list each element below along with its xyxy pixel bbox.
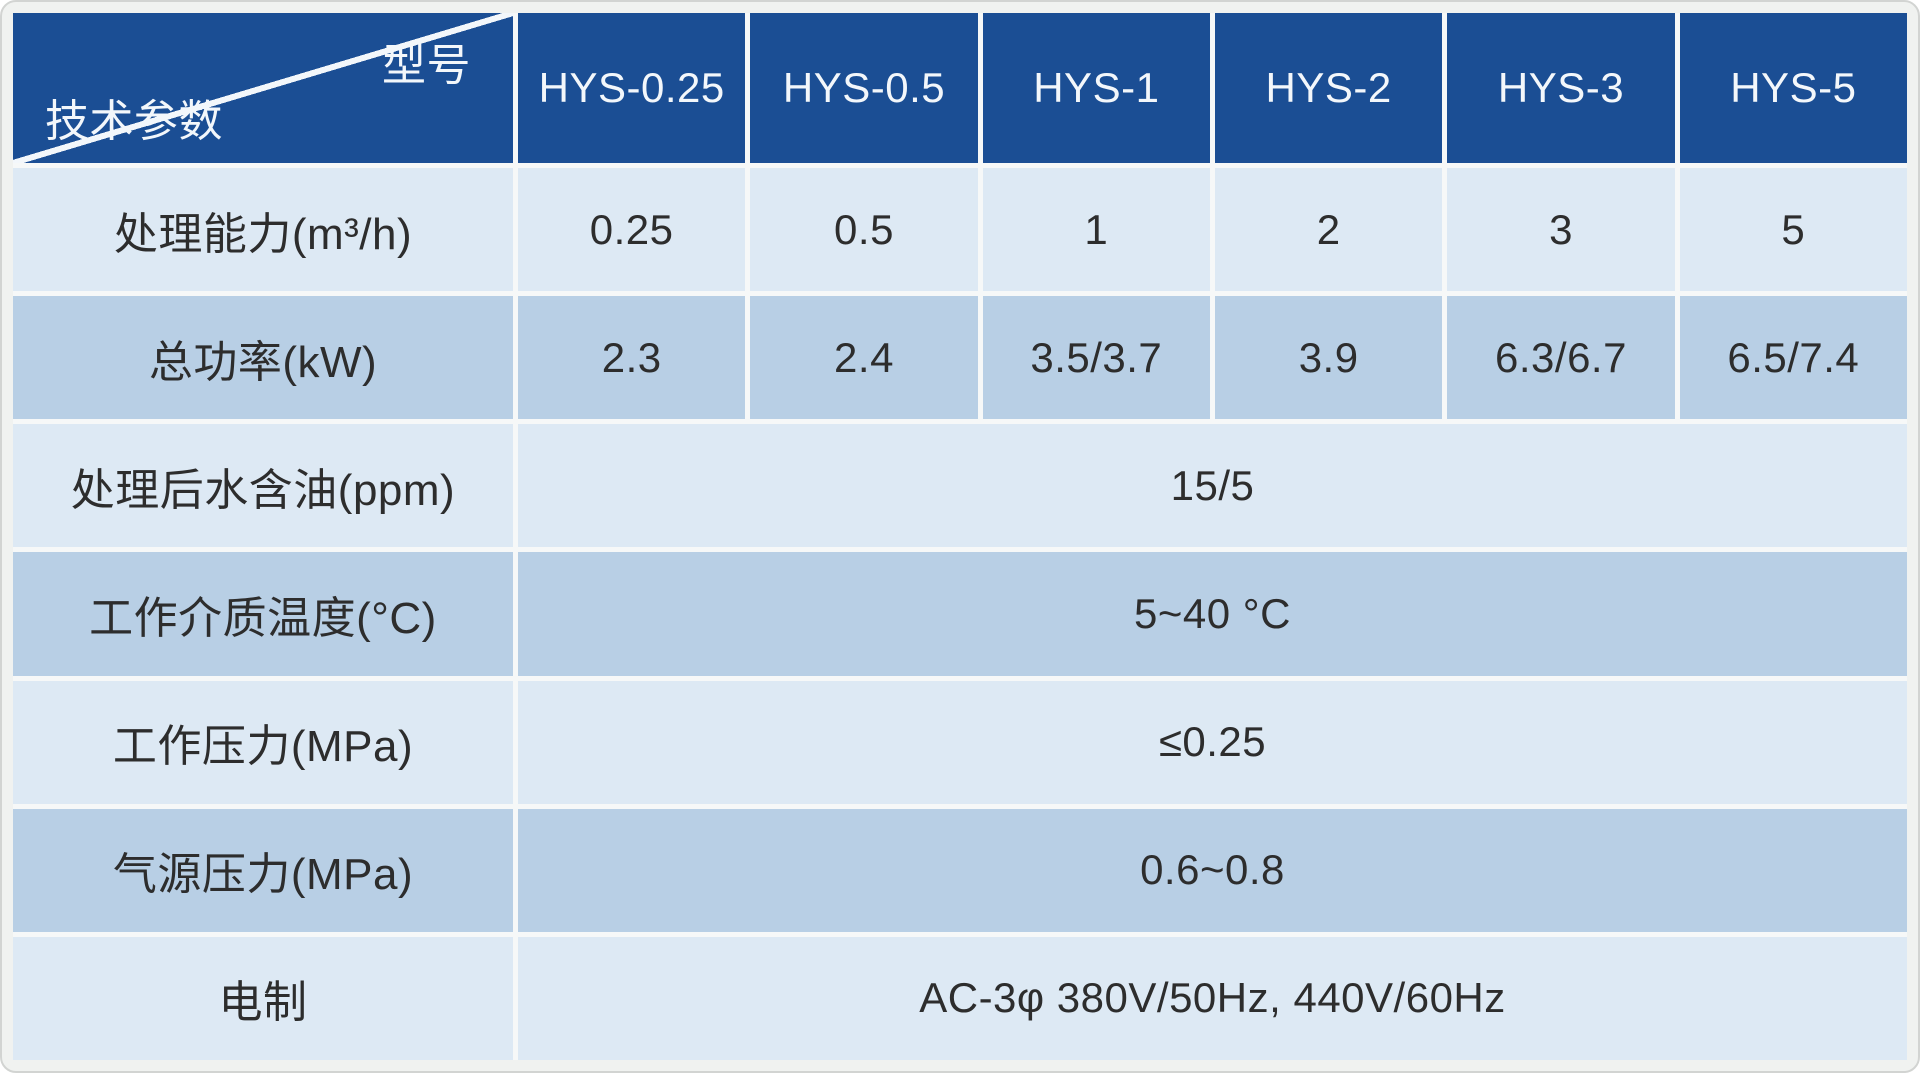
merged-value-medium-temperature: 5~40 °C — [518, 552, 1907, 676]
table-cell: 3.5/3.7 — [982, 296, 1210, 420]
table-cell: 1 — [982, 168, 1210, 292]
corner-model-label: 型号 — [382, 41, 471, 90]
column-header-hys-05: HYS-0.5 — [750, 13, 978, 163]
row-label-medium-temperature: 工作介质温度(°C) — [13, 552, 513, 676]
column-header-hys-2: HYS-2 — [1214, 13, 1443, 163]
column-header-hys-5: HYS-5 — [1679, 13, 1907, 163]
table-cell: 0.25 — [518, 168, 746, 292]
row-label-air-pressure: 气源压力(MPa) — [13, 808, 513, 932]
corner-header-cell: 型号 技术参数 — [13, 13, 513, 163]
row-label-working-pressure: 工作压力(MPa) — [13, 680, 513, 804]
merged-value-electric-system: AC-3φ 380V/50Hz, 440V/60Hz — [518, 936, 1907, 1060]
column-header-hys-3: HYS-3 — [1447, 13, 1675, 163]
row-label-oil-content: 处理后水含油(ppm) — [13, 424, 513, 548]
table-cell: 5 — [1679, 168, 1907, 292]
column-header-hys-025: HYS-0.25 — [518, 13, 746, 163]
table-cell: 6.3/6.7 — [1447, 296, 1675, 420]
table-cell: 3 — [1447, 168, 1675, 292]
table-cell: 2 — [1214, 168, 1443, 292]
column-header-hys-1: HYS-1 — [982, 13, 1210, 163]
corner-params-label: 技术参数 — [45, 97, 223, 146]
row-label-total-power: 总功率(kW) — [13, 296, 513, 420]
merged-value-air-pressure: 0.6~0.8 — [518, 808, 1907, 932]
row-label-electric-system: 电制 — [13, 936, 513, 1060]
table-cell: 3.9 — [1214, 296, 1443, 420]
spec-table: 型号 技术参数 HYS-0.25 HYS-0.5 HYS-1 HYS-2 HYS… — [13, 13, 1907, 1060]
merged-value-working-pressure: ≤0.25 — [518, 680, 1907, 804]
table-cell: 6.5/7.4 — [1679, 296, 1907, 420]
table-cell: 0.5 — [750, 168, 978, 292]
table-cell: 2.3 — [518, 296, 746, 420]
merged-value-oil-content: 15/5 — [518, 424, 1907, 548]
table-cell: 2.4 — [750, 296, 978, 420]
row-label-capacity: 处理能力(m³/h) — [13, 168, 513, 292]
